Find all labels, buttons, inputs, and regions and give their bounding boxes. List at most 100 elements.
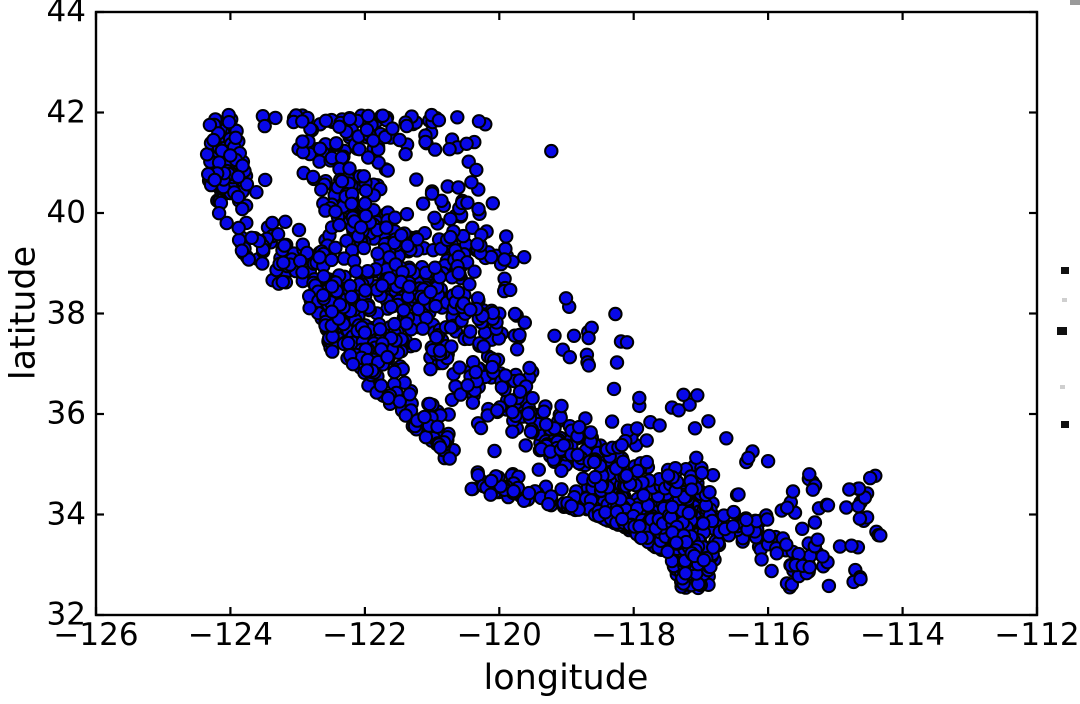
data-point [467,264,482,279]
data-point [443,229,458,245]
data-point [760,512,775,527]
data-point [410,232,425,247]
data-point [844,538,859,553]
data-point [503,282,518,298]
y-tick-label: 42 [46,94,86,130]
data-point [380,349,395,365]
data-point [464,481,479,497]
data-point [344,289,359,305]
x-tick-label: −124 [187,617,273,653]
data-point [399,207,415,222]
data-point [572,419,587,435]
data-point [373,378,389,393]
data-point [701,414,716,429]
data-point [523,424,539,439]
x-tick-label: −116 [725,617,811,653]
data-point [499,229,514,244]
data-point [469,162,484,178]
data-point [632,390,647,406]
data-point [235,201,250,217]
data-point [278,214,293,230]
data-point [275,274,290,290]
data-point [564,498,579,514]
data-point [223,148,238,163]
data-point [807,515,823,530]
data-point [418,134,433,150]
data-point [470,237,485,252]
data-point [312,250,327,265]
data-point [785,484,801,499]
data-point [318,113,334,129]
data-point [671,403,686,418]
data-point [453,387,468,402]
clipped-right-label-fragment [1061,267,1069,274]
data-point [415,196,431,211]
data-point [430,419,445,434]
x-tick-label: −112 [994,617,1080,653]
data-point [760,454,776,469]
data-point [442,142,457,157]
data-point [332,119,347,135]
data-point [428,298,443,314]
data-point [619,468,634,483]
data-point [255,256,270,271]
data-point [764,563,779,579]
data-point [328,240,343,256]
data-point [761,528,777,544]
data-point [387,364,402,380]
data-point [609,355,625,370]
data-point [780,500,795,515]
data-point [505,405,520,420]
data-point [324,252,339,268]
x-tick-label: −126 [53,617,139,653]
data-point [415,321,430,336]
data-point [547,328,562,343]
x-tick-label: −114 [859,617,946,653]
data-point [554,463,569,478]
data-point [558,291,574,306]
data-point [687,421,703,436]
data-point [507,306,523,322]
data-point [632,519,647,534]
clipped-right-label-fragment [1062,298,1067,302]
data-point [604,414,620,429]
data-point [805,482,821,497]
data-point [587,454,602,470]
data-point [357,196,373,211]
data-point [853,571,868,587]
data-point [497,252,512,267]
data-point [228,130,243,146]
data-point [400,238,415,253]
data-point [541,497,556,512]
data-point [619,335,635,350]
data-point [315,288,331,303]
data-point [509,342,525,357]
data-point [681,505,696,521]
data-point [706,540,721,555]
data-point [387,316,402,332]
data-point [820,498,836,513]
data-point [689,450,704,465]
data-point [464,175,479,190]
data-point [554,398,569,414]
data-point [498,368,513,383]
data-point [427,142,443,157]
data-point [342,161,357,176]
data-point [398,408,413,423]
data-point [249,185,264,200]
data-point [202,117,218,133]
data-point [832,539,848,554]
data-point [581,330,596,346]
data-point [702,485,717,500]
data-point [484,473,499,489]
data-point [606,381,622,397]
data-point [821,578,837,594]
data-point [463,324,478,339]
data-point [581,358,596,373]
data-point [615,511,630,527]
data-point [669,535,684,550]
data-point [295,265,310,280]
data-point [517,250,532,265]
data-point [380,163,395,178]
